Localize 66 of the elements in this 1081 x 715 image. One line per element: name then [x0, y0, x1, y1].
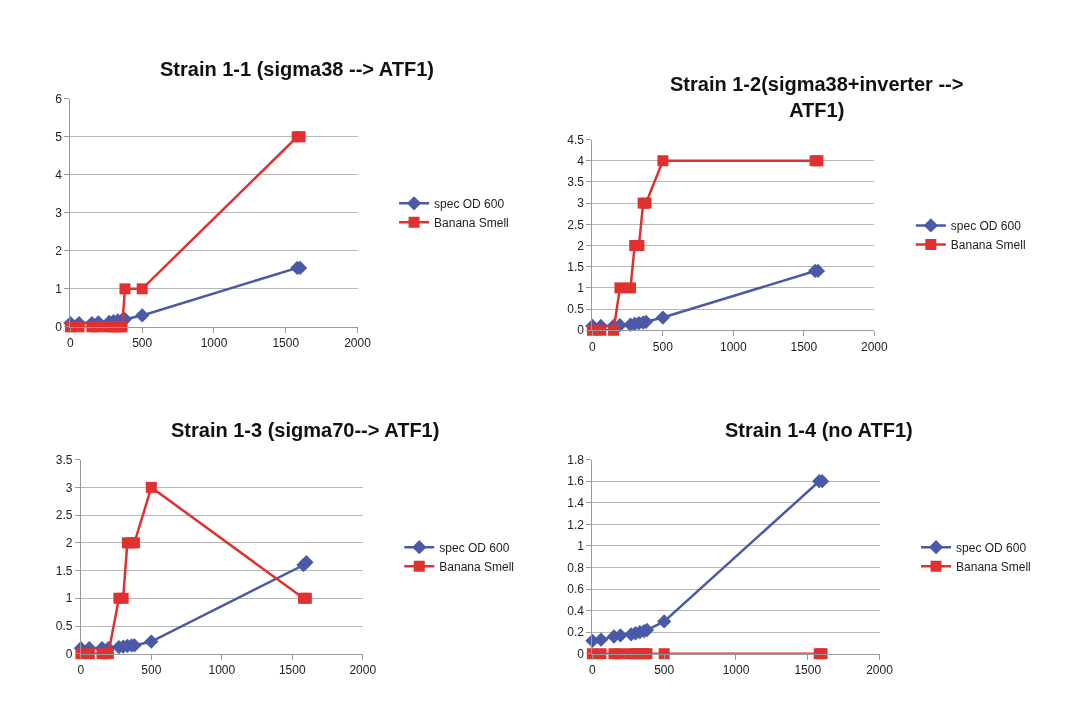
x-tick-label: 1500 — [794, 663, 822, 678]
y-tick-label: 1.4 — [567, 495, 585, 510]
y-tick-label: 4 — [577, 153, 585, 168]
y-tick-label: 1.5 — [567, 259, 585, 274]
y-tick-label: 2 — [65, 536, 73, 551]
y-tick-label: 0.5 — [55, 619, 73, 634]
y-tick-label: 3 — [55, 205, 63, 220]
y-tick-label: 1 — [65, 591, 73, 606]
y-tick-label: 4 — [55, 167, 63, 182]
legend-label: spec OD 600 — [439, 540, 510, 555]
y-tick-label: 0.5 — [567, 302, 585, 317]
y-tick-label: 1 — [55, 282, 63, 297]
x-tick-label: 0 — [589, 663, 597, 678]
x-tick-label: 0 — [589, 339, 597, 354]
y-tick-label: 4.5 — [567, 132, 585, 147]
legend-label: spec OD 600 — [950, 219, 1022, 234]
y-tick-label: 0.2 — [567, 625, 585, 640]
y-tick-label: 3.5 — [55, 452, 73, 467]
y-tick-label: 3 — [577, 196, 585, 211]
y-tick-label: 6 — [55, 91, 63, 106]
x-tick-label: 500 — [652, 339, 674, 354]
x-tick-label: 2000 — [860, 339, 888, 354]
y-tick-label: 0.4 — [567, 603, 585, 618]
y-tick-label: 0 — [577, 323, 585, 338]
y-tick-label: 2 — [577, 238, 585, 253]
legend-label: Banana Smell — [956, 559, 1031, 574]
x-tick-label: 1000 — [722, 663, 750, 678]
y-tick-label: 1.2 — [567, 517, 585, 532]
chart-title: Strain 1-2(sigma38+inverter --> ATF1) — [670, 73, 964, 121]
chart-title: Strain 1-3 (sigma70--> ATF1) — [171, 419, 440, 441]
legend-label: Banana Smell — [950, 238, 1026, 253]
legend-label: Banana Smell — [439, 559, 514, 574]
x-tick-label: 1000 — [200, 336, 228, 351]
x-tick-label: 0 — [77, 663, 85, 678]
x-tick-label: 1500 — [790, 339, 818, 354]
x-tick-label: 1500 — [272, 336, 300, 351]
x-tick-label: 1000 — [208, 663, 236, 678]
x-tick-label: 1500 — [278, 663, 306, 678]
y-tick-label: 0 — [65, 646, 73, 661]
x-tick-label: 500 — [654, 663, 675, 678]
y-tick-label: 1 — [577, 281, 585, 296]
x-tick-label: 2000 — [349, 663, 377, 678]
y-tick-label: 2.5 — [567, 217, 585, 232]
y-tick-label: 2.5 — [55, 508, 73, 523]
y-tick-label: 5 — [55, 129, 63, 144]
y-tick-label: 1.8 — [567, 452, 585, 467]
legend-label: spec OD 600 — [956, 540, 1027, 555]
legend-label: Banana Smell — [434, 215, 509, 230]
chart-title: Strain 1-1 (sigma38 --> ATF1) — [160, 58, 434, 80]
y-tick-label: 0.6 — [567, 582, 585, 597]
x-tick-label: 2000 — [866, 663, 894, 678]
y-tick-label: 1.6 — [567, 474, 585, 489]
y-tick-label: 1 — [577, 539, 585, 554]
legend-label: spec OD 600 — [434, 196, 505, 211]
y-tick-label: 1.5 — [55, 563, 73, 578]
x-tick-label: 1000 — [720, 339, 748, 354]
y-tick-label: 3 — [65, 480, 73, 495]
x-tick-label: 500 — [141, 663, 162, 678]
y-tick-label: 0.8 — [567, 560, 585, 575]
y-tick-label: 3.5 — [567, 175, 585, 190]
chart-title: Strain 1-4 (no ATF1) — [725, 419, 913, 441]
x-tick-label: 2000 — [344, 336, 372, 351]
y-tick-label: 0 — [55, 320, 63, 335]
x-tick-label: 500 — [132, 336, 153, 351]
y-tick-label: 2 — [55, 244, 63, 259]
y-tick-label: 0 — [577, 646, 585, 661]
